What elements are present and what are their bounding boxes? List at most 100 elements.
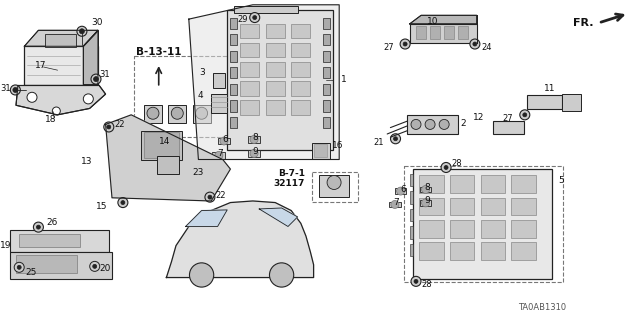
- Bar: [10, 252, 112, 279]
- Bar: [291, 24, 310, 38]
- Polygon shape: [259, 208, 298, 226]
- Text: 27: 27: [383, 43, 394, 52]
- Circle shape: [107, 125, 111, 129]
- Bar: [312, 172, 358, 202]
- Bar: [141, 131, 182, 160]
- Text: 9: 9: [424, 197, 430, 205]
- Bar: [562, 94, 581, 111]
- Bar: [266, 62, 285, 77]
- Bar: [266, 100, 285, 115]
- Circle shape: [520, 110, 530, 120]
- Circle shape: [253, 16, 257, 19]
- Polygon shape: [16, 85, 106, 115]
- Text: 17: 17: [35, 61, 46, 70]
- Circle shape: [327, 175, 341, 189]
- Text: 2: 2: [461, 119, 467, 128]
- Bar: [144, 132, 179, 158]
- Bar: [410, 191, 413, 204]
- Bar: [450, 220, 474, 238]
- Bar: [410, 226, 413, 239]
- Circle shape: [27, 92, 37, 102]
- Text: 9: 9: [253, 147, 259, 156]
- Circle shape: [10, 85, 20, 95]
- Bar: [404, 166, 563, 282]
- Circle shape: [121, 201, 125, 204]
- Bar: [410, 244, 413, 256]
- Bar: [420, 200, 431, 206]
- Text: 14: 14: [159, 137, 170, 146]
- Circle shape: [390, 134, 401, 144]
- Circle shape: [473, 42, 477, 46]
- Circle shape: [411, 119, 421, 130]
- Circle shape: [403, 42, 407, 46]
- Text: FR.: FR.: [573, 18, 593, 28]
- Bar: [234, 6, 298, 13]
- Circle shape: [189, 263, 214, 287]
- Bar: [430, 26, 440, 39]
- Bar: [511, 198, 536, 215]
- Bar: [157, 156, 179, 174]
- Text: 19: 19: [0, 241, 12, 250]
- Bar: [218, 138, 230, 144]
- Circle shape: [208, 195, 212, 199]
- Bar: [410, 209, 413, 221]
- Bar: [407, 115, 458, 134]
- Bar: [213, 73, 225, 88]
- Bar: [410, 174, 413, 186]
- Bar: [291, 100, 310, 115]
- Bar: [458, 26, 468, 39]
- Circle shape: [17, 265, 21, 269]
- Polygon shape: [189, 5, 339, 160]
- Circle shape: [90, 261, 100, 271]
- Bar: [323, 18, 330, 29]
- Bar: [511, 220, 536, 238]
- Polygon shape: [83, 30, 98, 85]
- Bar: [481, 220, 505, 238]
- Bar: [444, 26, 454, 39]
- Bar: [266, 24, 285, 38]
- Bar: [419, 242, 444, 260]
- Text: 20: 20: [99, 264, 111, 273]
- Bar: [481, 242, 505, 260]
- Circle shape: [91, 74, 101, 84]
- Text: 6: 6: [223, 135, 228, 144]
- Circle shape: [470, 39, 480, 49]
- Bar: [240, 81, 259, 96]
- Circle shape: [147, 107, 159, 119]
- Text: B-7-1: B-7-1: [278, 169, 305, 178]
- Bar: [323, 67, 330, 78]
- Circle shape: [391, 200, 399, 209]
- Polygon shape: [24, 30, 98, 46]
- Circle shape: [36, 225, 40, 229]
- Bar: [240, 100, 259, 115]
- Circle shape: [394, 137, 397, 141]
- Text: 3: 3: [199, 68, 205, 77]
- Bar: [230, 117, 237, 128]
- Circle shape: [400, 39, 410, 49]
- Polygon shape: [106, 115, 230, 201]
- Text: 22: 22: [114, 120, 124, 129]
- Bar: [323, 51, 330, 62]
- Bar: [413, 169, 552, 279]
- Bar: [211, 94, 227, 113]
- Circle shape: [205, 192, 215, 202]
- Bar: [19, 234, 80, 247]
- Bar: [230, 84, 237, 95]
- Text: 27: 27: [502, 114, 513, 123]
- Bar: [395, 188, 406, 194]
- Bar: [419, 175, 444, 193]
- Text: 7: 7: [394, 198, 399, 207]
- Circle shape: [172, 107, 183, 119]
- Bar: [230, 100, 237, 112]
- Circle shape: [83, 94, 93, 104]
- Circle shape: [52, 107, 60, 115]
- Circle shape: [411, 276, 421, 286]
- Text: 10: 10: [427, 17, 438, 26]
- Text: 31: 31: [0, 84, 11, 93]
- Bar: [511, 242, 536, 260]
- Text: 29: 29: [237, 15, 248, 24]
- Bar: [230, 67, 237, 78]
- Bar: [230, 18, 237, 29]
- Circle shape: [33, 222, 44, 232]
- Bar: [248, 136, 260, 143]
